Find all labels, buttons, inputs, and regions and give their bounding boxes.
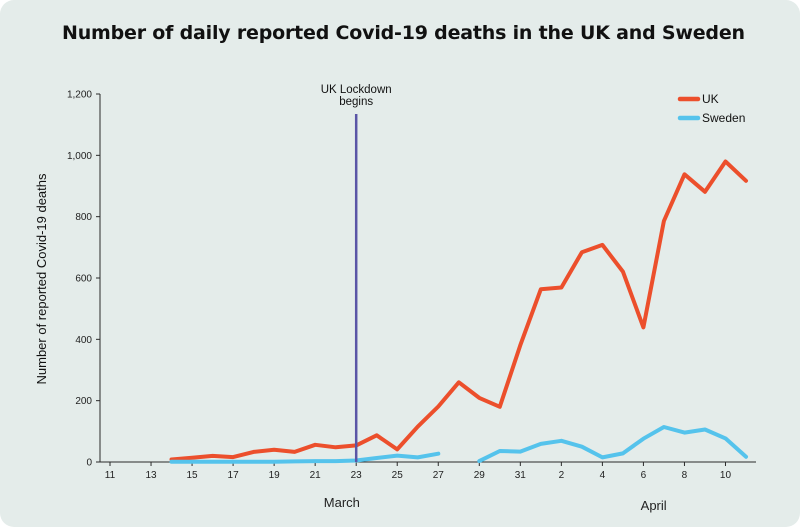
data-point-uk <box>478 396 481 399</box>
x-tick-label: 21 <box>310 470 322 481</box>
data-point-sweden <box>396 454 399 457</box>
x-tick-label: 29 <box>474 470 486 481</box>
data-point-sweden <box>642 437 645 440</box>
data-point-uk <box>560 286 563 289</box>
lockdown-annotation-label: begins <box>339 96 373 108</box>
data-point-sweden <box>170 460 173 463</box>
data-point-uk <box>396 448 399 451</box>
x-tick-label: 4 <box>600 470 606 481</box>
data-point-uk <box>314 443 317 446</box>
y-axis-title: Number of reported Covid-19 deaths <box>34 173 49 385</box>
data-point-sweden <box>437 452 440 455</box>
data-point-sweden <box>314 460 317 463</box>
data-point-uk <box>232 456 235 459</box>
x-tick-label: 19 <box>269 470 281 481</box>
data-point-uk <box>621 270 624 273</box>
data-point-uk <box>211 454 214 457</box>
data-point-uk <box>293 450 296 453</box>
data-point-sweden <box>375 457 378 460</box>
data-point-uk <box>191 456 194 459</box>
legend-label-sweden: Sweden <box>702 111 745 125</box>
data-point-uk <box>683 173 686 176</box>
data-point-sweden <box>498 449 501 452</box>
data-point-uk <box>642 326 645 329</box>
x-tick-label: 8 <box>682 470 688 481</box>
month-label: March <box>324 495 360 510</box>
data-point-sweden <box>683 431 686 434</box>
lockdown-annotation-label: UK Lockdown <box>321 84 392 96</box>
series-line-sweden <box>477 425 748 464</box>
data-point-uk <box>273 448 276 451</box>
data-point-sweden <box>273 460 276 463</box>
month-label: April <box>641 498 667 513</box>
x-tick-label: 10 <box>720 470 732 481</box>
data-point-uk <box>703 190 706 193</box>
x-tick-label: 2 <box>559 470 565 481</box>
data-point-uk <box>252 450 255 453</box>
data-point-uk <box>498 405 501 408</box>
data-point-sweden <box>334 460 337 463</box>
data-point-uk <box>334 446 337 449</box>
data-point-sweden <box>724 437 727 440</box>
data-point-uk <box>580 251 583 254</box>
data-point-sweden <box>416 456 419 459</box>
x-tick-label: 17 <box>228 470 240 481</box>
y-tick-label: 400 <box>75 335 92 346</box>
data-point-sweden <box>621 452 624 455</box>
data-point-sweden <box>703 428 706 431</box>
data-point-sweden <box>539 442 542 445</box>
series-line-sweden <box>169 451 441 464</box>
data-point-sweden <box>211 460 214 463</box>
data-point-sweden <box>662 426 665 429</box>
data-point-uk <box>662 219 665 222</box>
x-tick-label: 11 <box>105 470 116 481</box>
data-point-uk <box>416 425 419 428</box>
y-tick-label: 1,000 <box>67 151 92 162</box>
data-point-sweden <box>252 460 255 463</box>
x-tick-label: 27 <box>433 470 445 481</box>
data-point-sweden <box>560 439 563 442</box>
data-point-uk <box>437 405 440 408</box>
x-tick-label: 31 <box>515 470 527 481</box>
data-point-uk <box>724 160 727 163</box>
data-point-sweden <box>580 445 583 448</box>
x-tick-label: 23 <box>351 470 363 481</box>
y-tick-label: 1,200 <box>67 90 92 101</box>
y-tick-label: 800 <box>75 212 92 223</box>
data-point-uk <box>519 344 522 347</box>
data-point-uk <box>539 288 542 291</box>
legend-label-uk: UK <box>702 92 719 106</box>
data-point-uk <box>601 243 604 246</box>
x-tick-label: 25 <box>392 470 404 481</box>
data-point-sweden <box>293 460 296 463</box>
data-point-sweden <box>519 450 522 453</box>
x-tick-label: 6 <box>641 470 647 481</box>
data-point-sweden <box>601 456 604 459</box>
x-tick-label: 15 <box>187 470 199 481</box>
y-tick-label: 0 <box>86 458 92 469</box>
x-tick-label: 13 <box>145 470 157 481</box>
data-point-sweden <box>232 460 235 463</box>
data-point-sweden <box>478 460 481 463</box>
data-point-sweden <box>745 455 748 458</box>
data-point-uk <box>375 434 378 437</box>
data-point-sweden <box>191 460 194 463</box>
series-line-uk <box>169 159 748 462</box>
data-point-uk <box>457 381 460 384</box>
y-tick-label: 200 <box>75 396 92 407</box>
chart-title: Number of daily reported Covid-19 deaths… <box>62 22 745 44</box>
data-point-uk <box>745 179 748 182</box>
y-tick-label: 600 <box>75 274 92 285</box>
